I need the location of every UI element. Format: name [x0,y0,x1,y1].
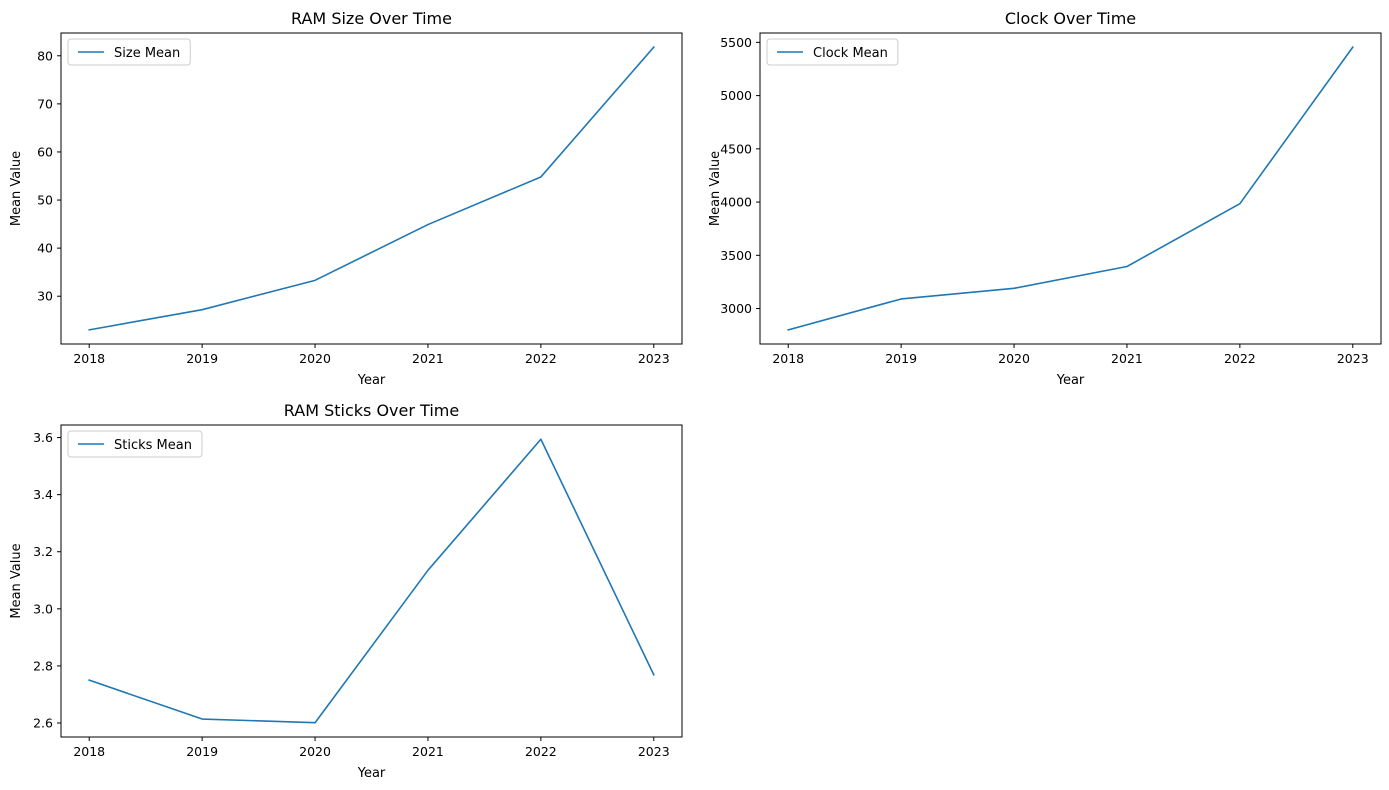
series-line-1 [88,46,655,331]
x-tick-label: 2022 [1224,351,1256,366]
axes-frame [759,32,1382,345]
legend-box [766,38,899,66]
x-tick-label: 2021 [1111,351,1143,366]
y-tick-label: 2.6 [33,716,53,731]
y-tick-label: 4000 [720,195,752,210]
y-tick-label: 4500 [720,141,752,156]
y-tick-label: 5000 [720,88,752,103]
x-axis-label: Year [357,766,386,781]
y-tick-label: 3.0 [33,601,53,616]
axes-frame [60,32,683,345]
series-line-1 [88,438,655,724]
legend-label: Sticks Mean [114,438,192,453]
x-tick-label: 2023 [638,351,670,366]
y-axis-label: Mean Value [9,151,24,226]
y-tick-label: 60 [37,144,53,159]
x-tick-label: 2022 [525,744,557,759]
y-tick-label: 3.6 [33,430,53,445]
chart-panel-1: 2018 2019 2020 2021 2022 2023 30 40 50 60 70 80 RAM … [9,9,683,388]
y-tick-label: 70 [37,96,53,111]
x-tick-label: 2019 [885,351,917,366]
chart-title: RAM Size Over Time [291,9,452,28]
x-tick-label: 2019 [186,744,218,759]
x-tick-label: 2021 [412,351,444,366]
plot-area [61,425,682,737]
legend-label: Clock Mean [813,46,888,61]
y-tick-label: 50 [37,193,53,208]
legend-label: Size Mean [114,46,180,61]
x-tick-label: 2020 [998,351,1030,366]
x-tick-label: 2020 [299,351,331,366]
legend: Size Mean [67,38,191,66]
y-tick-label: 3.4 [33,487,53,502]
x-tick-label: 2018 [772,351,804,366]
y-tick-label: 5500 [720,35,752,50]
x-axis-label: Year [357,373,386,388]
plot-area [760,33,1381,344]
y-tick-label: 2.8 [33,658,53,673]
x-tick-label: 2018 [73,744,105,759]
y-tick-label: 3000 [720,301,752,316]
chart-panel-2: 2018 2019 2020 2021 2022 2023 3000 3500 4000 4500… [708,9,1382,388]
y-tick-label: 30 [37,289,53,304]
x-tick-label: 2018 [73,351,105,366]
plot-area [61,33,682,344]
y-tick-label: 80 [37,48,53,63]
x-tick-label: 2023 [638,744,670,759]
legend-box [67,38,191,66]
y-axis-label: Mean Value [9,543,24,618]
y-axis-label: Mean Value [708,151,723,226]
y-tick-label: 3500 [720,248,752,263]
series-line-1 [787,46,1354,331]
y-tick-label: 3.2 [33,544,53,559]
legend-box [67,430,203,458]
y-tick-label: 40 [37,241,53,256]
legend: Clock Mean [766,38,899,66]
legend: Sticks Mean [67,430,203,458]
chart-panel-3: 2018 2019 2020 2021 2022 2023 2.6 2.8 3.0 3.2 3.4 3… [9,401,683,781]
x-tick-label: 2019 [186,351,218,366]
chart-title: Clock Over Time [1005,9,1136,28]
x-tick-label: 2021 [412,744,444,759]
x-tick-label: 2020 [299,744,331,759]
x-tick-label: 2022 [525,351,557,366]
axes-frame [60,424,683,738]
x-axis-label: Year [1056,373,1085,388]
x-tick-label: 2023 [1337,351,1369,366]
chart-title: RAM Sticks Over Time [284,401,459,420]
